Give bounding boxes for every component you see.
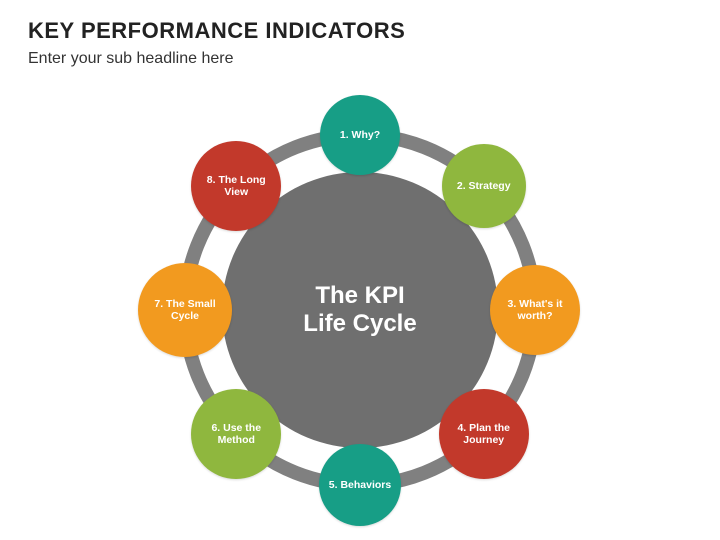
center-label: The KPI Life Cycle [303,282,416,338]
cycle-node-label: 1. Why? [334,129,386,141]
cycle-node-label: 6. Use the Method [191,422,281,446]
cycle-node-8: 8. The Long View [191,141,281,231]
cycle-node-label: 3. What's it worth? [490,298,580,322]
cycle-node-1: 1. Why? [320,95,400,175]
cycle-node-5: 5. Behaviors [319,444,401,526]
cycle-node-label: 2. Strategy [451,180,517,192]
cycle-node-2: 2. Strategy [442,144,526,228]
cycle-node-6: 6. Use the Method [191,389,281,479]
cycle-node-3: 3. What's it worth? [490,265,580,355]
cycle-node-label: 5. Behaviors [323,479,397,491]
cycle-node-label: 8. The Long View [191,174,281,198]
cycle-node-4: 4. Plan the Journey [439,389,529,479]
cycle-node-label: 7. The Small Cycle [138,298,232,322]
cycle-node-7: 7. The Small Cycle [138,263,232,357]
cycle-node-label: 4. Plan the Journey [439,422,529,446]
kpi-cycle-diagram: The KPI Life Cycle 1. Why? 2. Strategy 3. … [0,0,720,540]
